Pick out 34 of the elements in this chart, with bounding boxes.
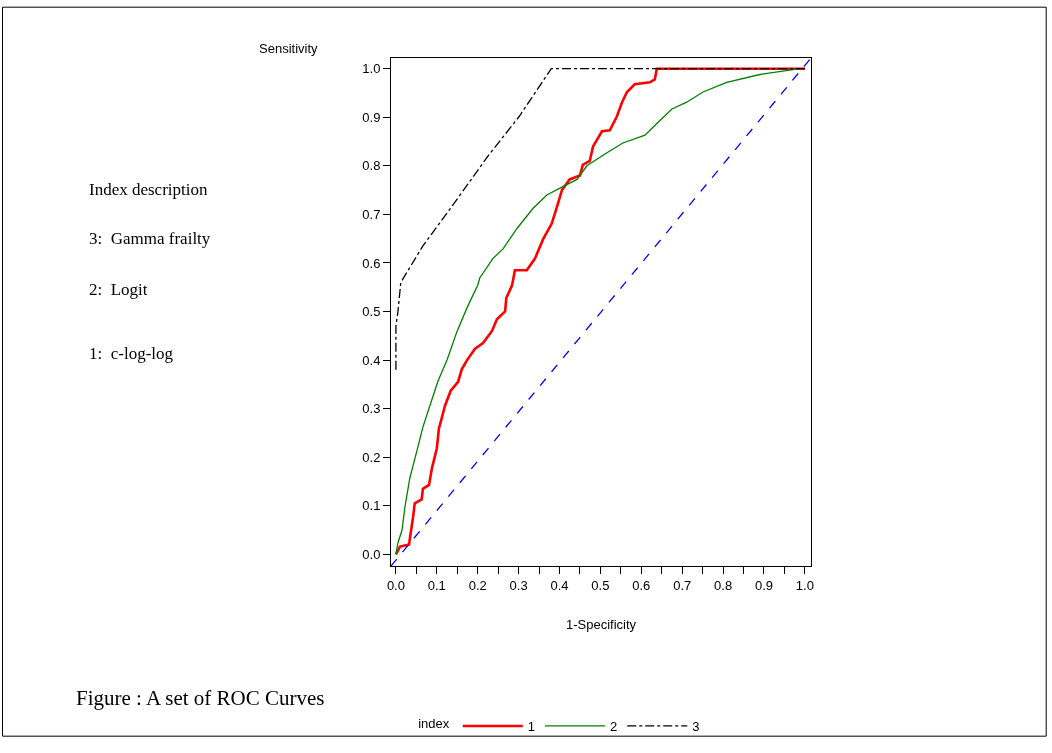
x-tick-label: 0.3 [509,577,528,593]
x-tick-label: 0.2 [468,577,487,593]
x-tick-label: 0.1 [427,577,446,593]
x-tick-label: 0.6 [632,577,651,593]
x-tick-label: 0.5 [591,577,610,593]
y-tick-label: 0.8 [362,158,381,174]
x-tick-label: 1.0 [795,577,814,593]
text: 2: Logit [89,280,148,299]
text: Figure : A set of ROC Curves [76,686,325,710]
y-tick-label: 0.9 [362,109,381,125]
y-tick-label: 0.1 [362,498,381,514]
y-tick-label: 0.2 [362,449,381,465]
x-tick-label: 0.7 [673,577,692,593]
x-tick-label: 0.9 [754,577,774,593]
line-series [395,68,806,371]
legend-label: 2 [610,719,618,735]
text: 1: c-log-log [89,344,174,363]
x-tick-label: 0.8 [714,577,733,593]
y-tick-label: 0.6 [362,255,381,271]
y-tick-label: 0.4 [362,352,381,368]
x-axis-title: 1-Specificity [565,617,637,633]
x-tick-label: 0.0 [386,577,405,593]
y-tick-label: 0.7 [362,206,381,222]
y-tick-label: 0.5 [362,304,381,320]
y-tick-label: 0.3 [362,401,381,417]
legend-label: 3 [692,719,700,735]
y-tick-label: 1.0 [362,61,381,77]
text: 3: Gamma frailty [89,229,211,248]
text: Index description [89,180,208,199]
legend-label: 1 [527,719,536,735]
x-tick-label: 0.4 [550,577,569,593]
y-axis-title: Sensitivity [259,41,319,56]
y-tick-label: 0.0 [362,546,381,562]
legend-title: index [418,715,450,731]
